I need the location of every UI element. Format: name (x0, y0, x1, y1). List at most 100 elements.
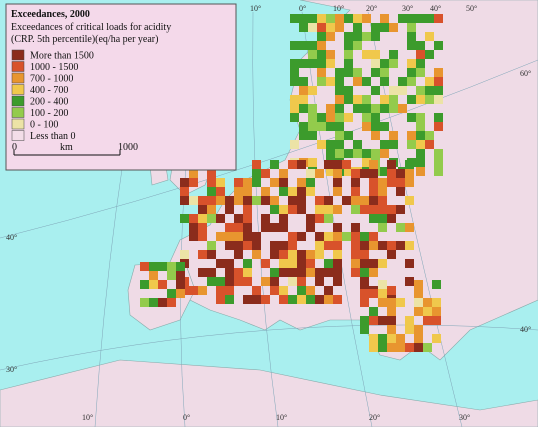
cell (369, 187, 378, 196)
cell (252, 286, 261, 295)
cell (149, 280, 158, 289)
cell (351, 223, 360, 232)
cell (167, 262, 176, 271)
cell (369, 316, 378, 325)
cell (297, 259, 306, 268)
cell (189, 178, 198, 187)
cell (416, 140, 425, 149)
cell (378, 205, 387, 214)
cell (405, 325, 414, 334)
cell (335, 113, 344, 122)
cell (353, 140, 362, 149)
cell (425, 86, 434, 95)
cell (297, 250, 306, 259)
cell (299, 59, 308, 68)
cell (333, 160, 342, 169)
graticule-label: 30° (459, 413, 470, 422)
cell (198, 232, 207, 241)
cell (407, 23, 416, 32)
cell (252, 169, 261, 178)
cell (261, 214, 270, 223)
cell (387, 205, 396, 214)
cell (396, 187, 405, 196)
cell (378, 280, 387, 289)
cell (414, 343, 423, 352)
cell (288, 241, 297, 250)
cell (362, 50, 371, 59)
legend-label: More than 1500 (30, 51, 94, 62)
cell (416, 158, 425, 167)
cell (371, 32, 380, 41)
cell (369, 289, 378, 298)
cell (324, 160, 333, 169)
cell (432, 298, 441, 307)
cell (425, 131, 434, 140)
cell (335, 68, 344, 77)
cell (380, 59, 389, 68)
cell (396, 241, 405, 250)
cell (234, 178, 243, 187)
cell (297, 295, 306, 304)
cell (333, 295, 342, 304)
cell (353, 68, 362, 77)
africa (0, 359, 538, 427)
cell (326, 32, 335, 41)
cell (353, 41, 362, 50)
cell (189, 214, 198, 223)
cell (326, 77, 335, 86)
cell (297, 232, 306, 241)
graticule-label: 10° (82, 413, 93, 422)
cell (369, 259, 378, 268)
cell (308, 158, 317, 167)
legend-swatch (11, 72, 25, 84)
cell (326, 149, 335, 158)
cell (189, 196, 198, 205)
cell (317, 50, 326, 59)
cell (252, 250, 261, 259)
cell (279, 241, 288, 250)
cell (243, 268, 252, 277)
cell (333, 250, 342, 259)
cell (315, 232, 324, 241)
cell (380, 122, 389, 131)
cell (362, 32, 371, 41)
cell (243, 232, 252, 241)
cell (290, 77, 299, 86)
cell (425, 140, 434, 149)
cell (261, 169, 270, 178)
cell (335, 149, 344, 158)
cell (176, 289, 185, 298)
cell (290, 41, 299, 50)
cell (378, 187, 387, 196)
cell (335, 23, 344, 32)
cell (176, 271, 185, 280)
cell (416, 131, 425, 140)
cell (234, 241, 243, 250)
cell (290, 68, 299, 77)
graticule-label: 10° (250, 4, 261, 13)
cell (362, 149, 371, 158)
cell (333, 268, 342, 277)
meridian (301, 11, 373, 427)
cell (360, 196, 369, 205)
cell (380, 23, 389, 32)
cell (297, 187, 306, 196)
scale-label: 0 (12, 142, 17, 153)
cell (351, 205, 360, 214)
cell (360, 250, 369, 259)
cell (423, 316, 432, 325)
cell (360, 268, 369, 277)
cell (353, 14, 362, 23)
cell (434, 68, 443, 77)
cell (414, 307, 423, 316)
cell (407, 131, 416, 140)
cell (407, 77, 416, 86)
cell (308, 50, 317, 59)
cell (324, 268, 333, 277)
graticule-label: 20° (369, 413, 380, 422)
cell (378, 316, 387, 325)
cell (306, 259, 315, 268)
cell (416, 41, 425, 50)
cell (243, 178, 252, 187)
cell (297, 277, 306, 286)
